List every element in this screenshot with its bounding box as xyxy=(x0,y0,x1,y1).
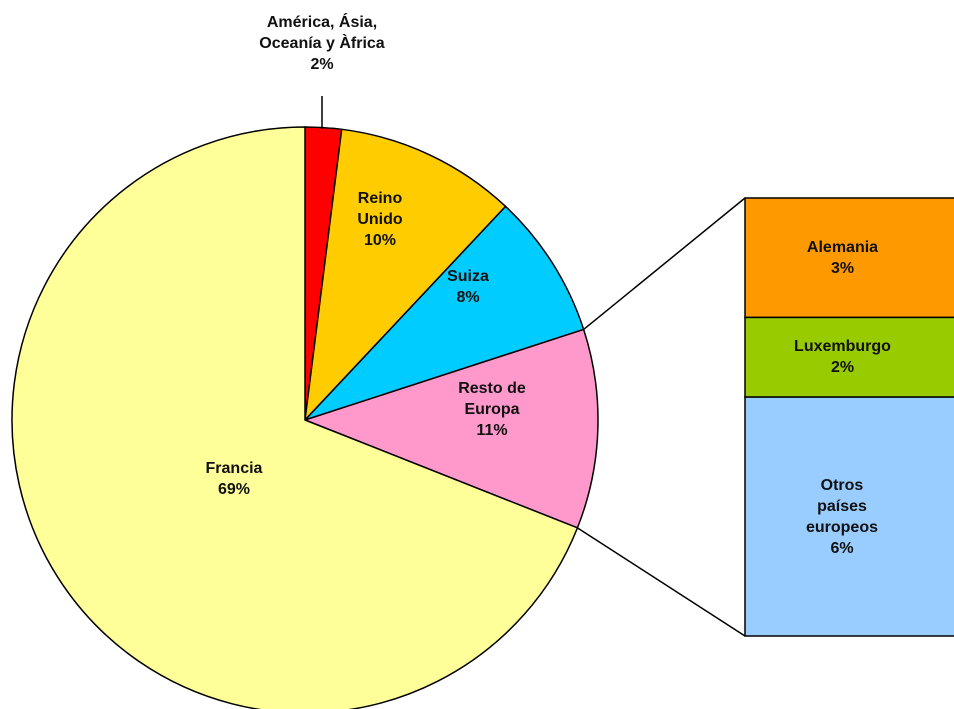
label-name: Resto de Europa xyxy=(458,380,526,418)
label-value: 2% xyxy=(830,359,855,377)
label-value: 8% xyxy=(456,289,480,306)
data-label: Francia 69% xyxy=(174,458,294,500)
label-value: 6% xyxy=(830,539,854,557)
label-name: Otros países europeos xyxy=(805,476,878,536)
connector-line xyxy=(583,197,746,331)
data-label: Otros países europeos 6% xyxy=(802,475,882,559)
bar-segment xyxy=(744,197,954,319)
label-value: 2% xyxy=(310,56,334,73)
label-value: 11% xyxy=(476,422,508,439)
label-name: Luxemburgo xyxy=(794,338,891,356)
data-label: Suiza 8% xyxy=(418,266,518,308)
label-value: 3% xyxy=(830,259,855,277)
label-value: 69% xyxy=(217,481,251,498)
label-name: Francia xyxy=(205,460,263,477)
label-name: Reino Unido xyxy=(357,190,403,228)
label-value: 10% xyxy=(363,232,397,249)
bar-segment xyxy=(744,396,954,637)
pie-slice xyxy=(11,126,579,709)
data-label: América, Ásia, Oceanía y Àfrica 2% xyxy=(237,12,407,75)
label-name: Suiza xyxy=(447,268,489,285)
pie-slice xyxy=(303,128,507,423)
pie-slice xyxy=(302,328,599,529)
data-label: Resto de Europa 11% xyxy=(447,378,537,441)
label-name: América, Ásia, Oceanía y Àfrica xyxy=(259,14,385,52)
data-label: Reino Unido 10% xyxy=(345,188,415,251)
pie-slice xyxy=(304,205,585,421)
data-label: Luxemburgo 2% xyxy=(765,336,920,378)
label-name: Alemania xyxy=(806,238,879,256)
connector-line xyxy=(577,527,746,637)
data-label: Alemania 3% xyxy=(765,237,920,279)
